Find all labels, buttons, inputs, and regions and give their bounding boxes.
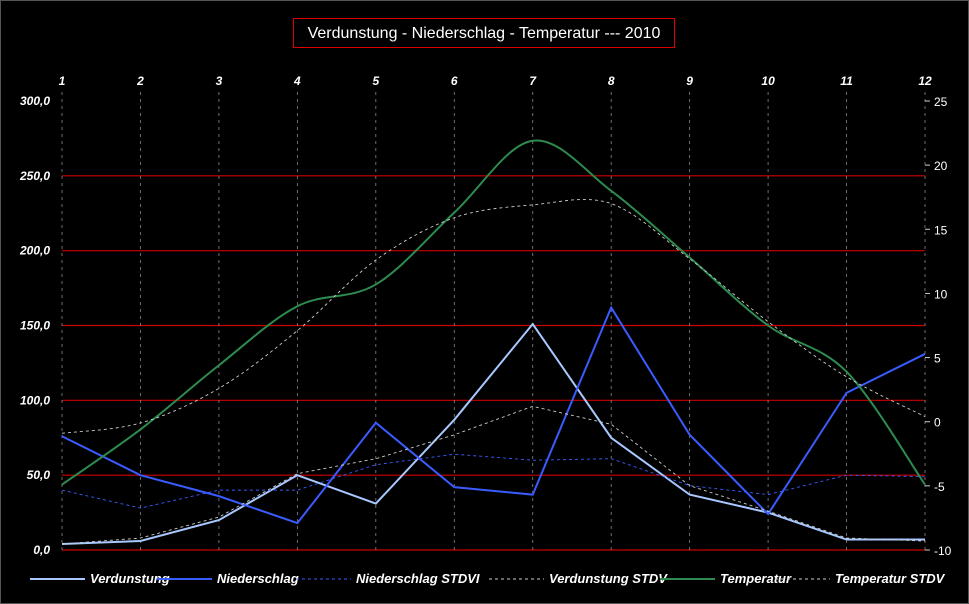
x-tick-label: 3 (216, 74, 223, 88)
y-left-tick-label: 150,0 (20, 319, 50, 333)
x-tick-label: 12 (918, 74, 932, 88)
y-right-tick-label: 10 (934, 287, 948, 301)
y-left-tick-label: 100,0 (20, 393, 50, 407)
y-left-tick-label: 300,0 (20, 94, 50, 108)
legend-label: Verdunstung STDV (549, 571, 668, 586)
chart-title: Verdunstung - Niederschlag - Temperatur … (293, 18, 675, 48)
x-tick-label: 9 (686, 74, 693, 88)
x-tick-label: 8 (608, 74, 615, 88)
series-line-niederschlag (61, 305, 926, 525)
y-left-tick-label: 250,0 (19, 169, 50, 183)
y-right-tick-label: 15 (934, 223, 948, 237)
y-left-tick-label: 200,0 (19, 244, 50, 258)
x-tick-label: 6 (451, 74, 458, 88)
x-tick-label: 4 (293, 74, 301, 88)
legend-label: Niederschlag (217, 571, 299, 586)
y-right-tick-label: -10 (934, 544, 952, 558)
y-right-tick-label: 0 (934, 416, 941, 430)
x-tick-label: 11 (840, 74, 853, 88)
series-line-temperatur-stdv (61, 199, 926, 434)
x-tick-label: 10 (761, 74, 775, 88)
x-tick-label: 5 (372, 74, 379, 88)
series-line-temperatur (61, 139, 926, 486)
legend-label: Niederschlag STDVI (356, 571, 480, 586)
series-line-verdunstung-stdv (61, 405, 926, 545)
y-right-tick-label: 20 (934, 159, 948, 173)
x-tick-label: 1 (59, 74, 66, 88)
series-line-niederschlag-stdvi (61, 453, 926, 509)
y-right-tick-label: -5 (934, 480, 945, 494)
legend-label: Temperatur (720, 571, 792, 586)
y-left-tick-label: 50,0 (27, 468, 51, 482)
legend-label: Verdunstung (90, 571, 170, 586)
x-tick-label: 2 (136, 74, 144, 88)
legend-label: Temperatur STDV (835, 571, 946, 586)
y-right-tick-label: 25 (934, 95, 948, 109)
x-tick-label: 7 (529, 74, 537, 88)
series-line-verdunstung (61, 322, 925, 546)
y-left-tick-label: 0,0 (33, 543, 50, 557)
y-right-tick-label: 5 (934, 352, 941, 366)
